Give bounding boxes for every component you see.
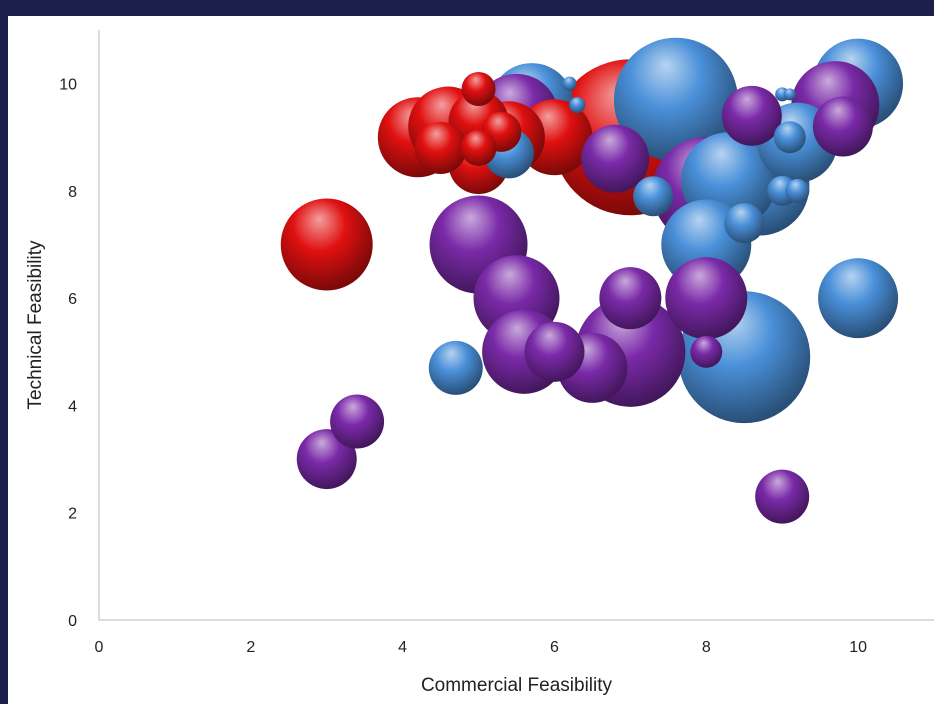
bubble-point (524, 321, 585, 382)
bubble-point (633, 176, 674, 217)
bubble-point (428, 340, 483, 395)
y-tick-label: 0 (68, 613, 77, 630)
bubble-point (569, 97, 586, 114)
x-axis-title: Commercial Feasibility (421, 675, 613, 696)
bubble-point (460, 130, 497, 166)
y-tick-label: 6 (68, 291, 77, 308)
bubble-point (330, 394, 385, 449)
bubble-point (461, 72, 496, 106)
bubble-point (414, 122, 467, 174)
bubble-point (581, 124, 650, 193)
x-tick-label: 10 (849, 639, 867, 656)
tick-labels: 0 2 4 6 8 10 0 2 4 6 8 10 (59, 77, 867, 656)
y-axis-title: Technical Feasibility (25, 240, 46, 409)
chart-frame: 0 2 4 6 8 10 0 2 4 6 8 10 Commercial Feasibility Te… (8, 16, 934, 704)
bubble-point (724, 203, 765, 244)
bubble-chart: 0 2 4 6 8 10 0 2 4 6 8 10 Commercial Feasibility Te… (25, 30, 934, 696)
bubble-point (785, 178, 810, 203)
y-tick-label: 2 (68, 506, 77, 523)
y-tick-label: 8 (68, 184, 77, 201)
x-tick-label: 4 (398, 639, 407, 656)
bubble-point (773, 121, 806, 154)
bubble-point (599, 267, 662, 330)
bubble-point (721, 85, 782, 146)
bubble-point (818, 258, 899, 339)
bubble-point (280, 198, 373, 291)
y-tick-label: 4 (68, 398, 77, 415)
bubble-point (613, 37, 738, 162)
bubble-point (690, 335, 723, 368)
bubble-point (783, 88, 796, 101)
x-tick-label: 2 (246, 639, 255, 656)
x-tick-label: 6 (550, 639, 559, 656)
bubble-point (296, 429, 357, 490)
bubble-point (562, 76, 577, 91)
bubble-point (665, 257, 748, 340)
bubbles (280, 37, 904, 524)
y-tick-label: 10 (59, 77, 77, 94)
bubble-point (812, 96, 873, 157)
x-tick-label: 0 (95, 639, 104, 656)
axes (98, 30, 934, 621)
bubble-point (755, 469, 810, 524)
x-tick-label: 8 (702, 639, 711, 656)
